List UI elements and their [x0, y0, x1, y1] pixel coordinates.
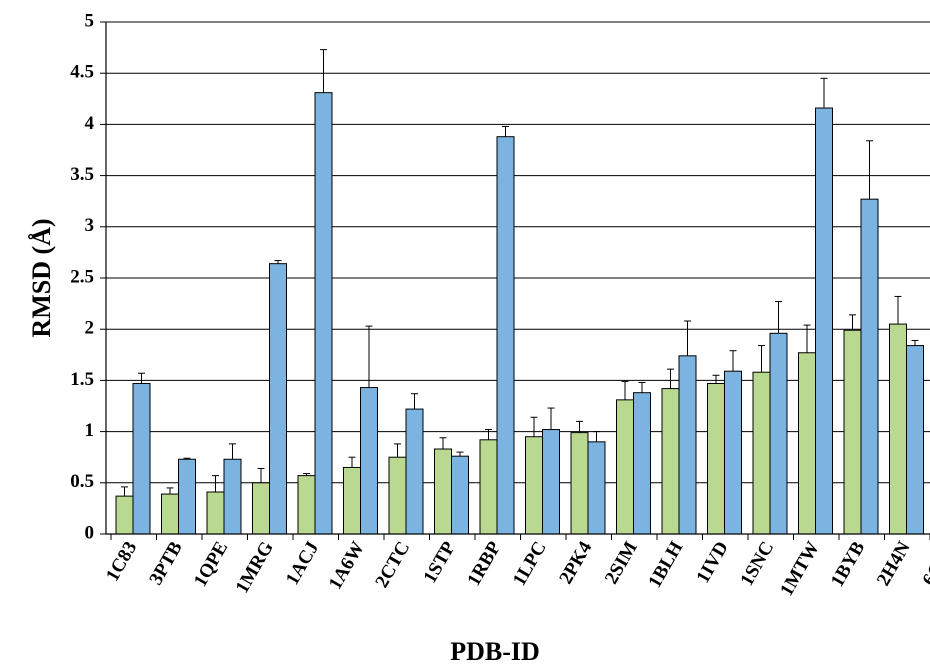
x-tick-label: 2PK4	[555, 538, 596, 588]
bar-1C83-s2	[132, 382, 151, 535]
x-tick-label: 2H4N	[873, 538, 915, 590]
x-tick-label: 1SNC	[736, 538, 778, 590]
gridlines	[106, 21, 930, 484]
bar-1ACJ-s2	[314, 92, 333, 535]
y-axis-title: RMSD (Å)	[27, 218, 56, 337]
y-tick-label: 1.5	[70, 369, 94, 390]
bars	[115, 92, 924, 535]
bar-1MTW-s2	[815, 107, 833, 535]
y-tick-label: 2	[85, 318, 95, 339]
bar-2H4N-s2	[906, 345, 924, 535]
bar-2CTC-s2	[405, 408, 424, 535]
bar-1MRG-s1	[252, 482, 270, 535]
x-axis-title: PDB-ID	[450, 637, 540, 666]
y-tick-label: 4.5	[70, 62, 94, 83]
x-tick-label: 1MTW	[776, 538, 824, 600]
bar-1IVD-s1	[707, 382, 725, 535]
bar-3PTB-s1	[161, 493, 179, 535]
y-tick-label: 0.5	[70, 471, 94, 492]
bar-1QPE-s1	[206, 491, 225, 535]
y-tick-labels: 0 0.5 1 1.5 2 2.5 3 3.5 4 4.5 5	[70, 10, 94, 543]
bar-1MRG-s2	[269, 263, 287, 535]
bar-1RBP-s2	[496, 136, 515, 535]
bar-1BYB-s1	[843, 329, 862, 535]
bar-3PTB-s2	[178, 458, 196, 535]
x-tick-label: 1ACJ	[282, 538, 323, 589]
bar-1LPC-s1	[525, 436, 543, 535]
bar-1QPE-s2	[223, 458, 242, 535]
y-tick-label: 0	[85, 522, 95, 543]
bar-1ACJ-s1	[297, 475, 316, 535]
y-tick-label: 5	[85, 10, 95, 31]
y-tick-label: 4	[85, 113, 95, 134]
bar-2PK4-s2	[587, 441, 606, 535]
x-category-labels: 1C83 3PTB 1QPE 1MRG 1ACJ 1A6W 2CTC 1STP 1RBP 1LPC…	[102, 538, 930, 600]
y-tick-label: 2.5	[70, 266, 94, 287]
bar-1A6W-s2	[360, 387, 378, 535]
x-tick-label: 2CTC	[371, 538, 414, 591]
x-tick-label: 1C83	[102, 538, 141, 585]
axes	[100, 21, 930, 540]
x-tick-label: 1LPC	[509, 538, 551, 590]
y-tick-label: 3.5	[70, 164, 94, 185]
bar-1RBP-s1	[479, 439, 498, 535]
x-tick-label: 1BYB	[827, 538, 870, 591]
y-tick-label: 3	[85, 215, 95, 236]
x-tick-label: 1BLH	[644, 538, 687, 592]
bar-1C83-s1	[115, 495, 134, 535]
x-tick-label: 1MRG	[232, 538, 278, 597]
bar-2PK4-s1	[570, 432, 589, 535]
bar-2CTC-s1	[388, 456, 407, 535]
bar-1A6W-s1	[343, 466, 361, 535]
bar-2SIM-s2	[633, 392, 651, 535]
x-tick-label: 1RBP	[463, 538, 505, 590]
error-bars	[121, 49, 919, 497]
x-tick-label: 1A6W	[325, 538, 369, 593]
bar-1BYB-s2	[860, 198, 879, 535]
x-tick-label: 1IVD	[692, 538, 732, 587]
x-tick-label: 1STP	[419, 538, 460, 587]
bar-1STP-s2	[451, 455, 469, 535]
bar-1IVD-s2	[724, 370, 742, 535]
bar-1BLH-s2	[678, 355, 697, 535]
bar-2H4N-s1	[889, 323, 907, 535]
x-tick-label: 6CPA	[919, 538, 930, 590]
x-tick-label: 2SIM	[601, 538, 642, 588]
bar-1LPC-s2	[542, 429, 560, 535]
bar-1BLH-s1	[661, 388, 680, 535]
x-tick-label: 3PTB	[145, 538, 187, 589]
bar-1SNC-s2	[769, 332, 788, 535]
bar-1MTW-s1	[798, 352, 816, 535]
bar-1SNC-s1	[752, 371, 771, 535]
bar-2SIM-s1	[616, 399, 634, 535]
y-tick-label: 1	[85, 420, 95, 441]
bar-1STP-s1	[434, 448, 452, 535]
x-tick-label: 1QPE	[190, 538, 232, 591]
